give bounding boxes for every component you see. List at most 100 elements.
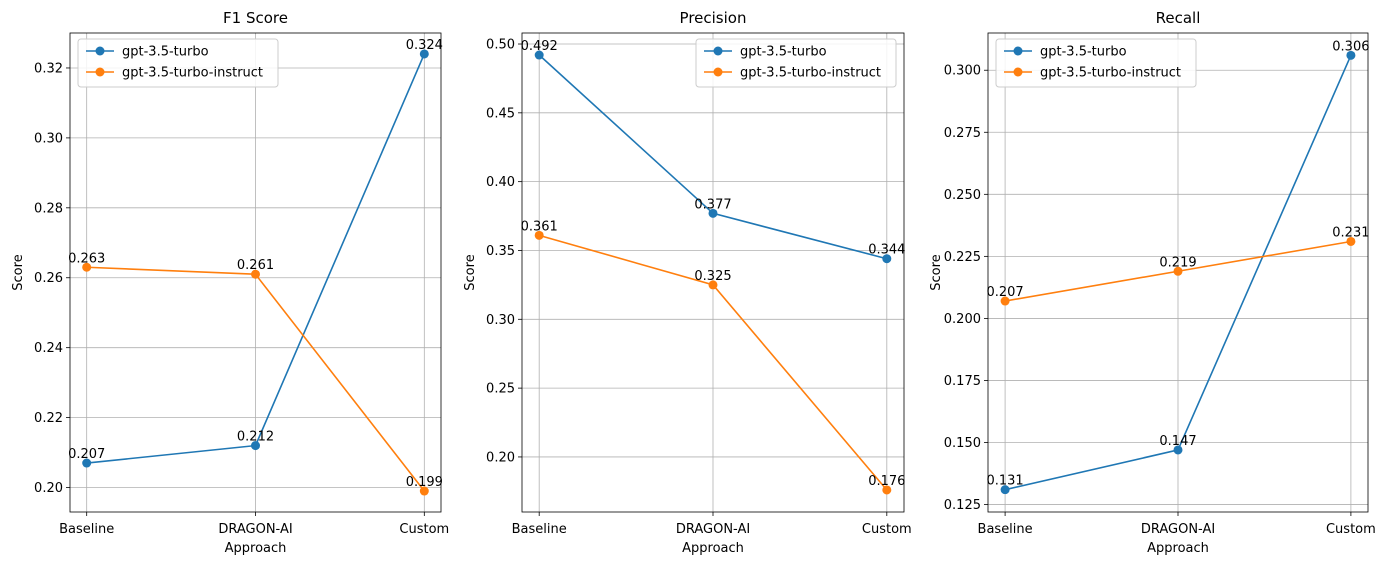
legend-marker <box>1013 46 1023 56</box>
axes-frame <box>987 32 1369 513</box>
y-tick-label: 0.225 <box>944 250 981 265</box>
x-tick-label: Baseline <box>512 522 567 537</box>
x-tick-label: DRAGON-AI <box>218 522 292 537</box>
legend: gpt-3.5-turbo gpt-3.5-turbo-instruct <box>995 38 1197 88</box>
y-tick-label: 0.150 <box>944 436 981 451</box>
y-tick-label: 0.175 <box>944 374 981 389</box>
legend-marker <box>713 67 723 77</box>
data-point <box>82 262 92 272</box>
legend-box <box>695 38 897 88</box>
data-label: 0.261 <box>237 258 274 273</box>
y-tick-label: 0.20 <box>34 481 63 496</box>
x-axis-label: Approach <box>225 541 287 556</box>
y-axis-label: Score <box>463 254 478 290</box>
y-tick-label: 0.50 <box>486 38 515 53</box>
legend-marker <box>95 46 105 56</box>
y-tick-label: 0.25 <box>486 382 515 397</box>
chart-title: Precision <box>680 9 747 27</box>
data-label: 0.219 <box>1159 255 1196 270</box>
legend-label: gpt-3.5-turbo <box>122 45 209 60</box>
data-label: 0.377 <box>694 197 731 212</box>
data-point <box>1346 50 1356 60</box>
data-label: 0.361 <box>521 219 558 234</box>
x-tick-label: Custom <box>399 522 449 537</box>
y-tick-label: 0.32 <box>34 61 63 76</box>
legend-box <box>77 38 279 88</box>
data-label: 0.492 <box>521 39 558 54</box>
data-label: 0.176 <box>868 474 905 489</box>
data-label: 0.231 <box>1332 225 1369 240</box>
data-point <box>882 254 892 264</box>
y-axis-label: Score <box>11 254 26 290</box>
legend-marker <box>713 46 723 56</box>
chart-title: Recall <box>1156 9 1201 27</box>
x-tick-label: Baseline <box>59 522 114 537</box>
data-label: 0.199 <box>406 475 443 490</box>
y-tick-label: 0.45 <box>486 106 515 121</box>
x-tick-label: DRAGON-AI <box>1141 522 1215 537</box>
data-point <box>251 269 260 279</box>
data-label: 0.263 <box>68 251 105 266</box>
y-tick-label: 0.40 <box>486 175 515 190</box>
legend-label: gpt-3.5-turbo <box>740 45 827 60</box>
data-label: 0.207 <box>986 285 1023 300</box>
data-point <box>1000 296 1010 306</box>
data-label: 0.306 <box>1332 39 1369 54</box>
data-point <box>419 486 429 496</box>
y-tick-label: 0.26 <box>34 271 63 286</box>
y-tick-label: 0.275 <box>944 126 981 141</box>
legend: gpt-3.5-turbo gpt-3.5-turbo-instruct <box>695 38 897 88</box>
y-tick-label: 0.35 <box>486 244 515 259</box>
data-point <box>882 485 892 495</box>
x-tick-label: DRAGON-AI <box>676 522 750 537</box>
y-tick-label: 0.28 <box>34 201 63 216</box>
legend-label: gpt-3.5-turbo-instruct <box>122 66 263 81</box>
legend-marker <box>95 67 105 77</box>
legend-marker <box>1013 67 1023 77</box>
data-point <box>1346 236 1356 246</box>
y-tick-label: 0.30 <box>486 313 515 328</box>
y-axis-label: Score <box>929 254 944 290</box>
data-label: 0.324 <box>406 38 443 53</box>
legend: gpt-3.5-turbo gpt-3.5-turbo-instruct <box>77 38 279 88</box>
chart-panel-2: 0.125 0.150 0.175 0.200 0.225 0.250 0.275 0.300… <box>929 9 1376 556</box>
data-point <box>708 280 718 290</box>
y-tick-label: 0.20 <box>486 450 515 465</box>
axes-frame <box>521 32 905 513</box>
y-tick-label: 0.24 <box>34 341 63 356</box>
y-tick-label: 0.250 <box>944 188 981 203</box>
data-point <box>708 208 718 218</box>
chart-panel-0: 0.20 0.22 0.24 0.26 0.28 0.30 0.32 Baseline DRAG… <box>11 9 449 556</box>
legend-box <box>995 38 1197 88</box>
y-tick-label: 0.22 <box>34 411 63 426</box>
data-label: 0.147 <box>1159 434 1196 449</box>
x-tick-label: Baseline <box>978 522 1033 537</box>
data-point <box>419 49 429 59</box>
data-label: 0.325 <box>694 269 731 284</box>
y-tick-label: 0.125 <box>944 498 981 513</box>
data-point <box>1173 266 1183 276</box>
y-tick-label: 0.30 <box>34 131 63 146</box>
x-axis-label: Approach <box>1147 541 1209 556</box>
data-label: 0.131 <box>986 474 1023 489</box>
data-label: 0.344 <box>868 243 905 258</box>
legend-label: gpt-3.5-turbo <box>1040 45 1127 60</box>
y-tick-label: 0.300 <box>944 64 981 79</box>
x-tick-label: Custom <box>862 522 912 537</box>
data-point <box>1173 445 1183 455</box>
chart-title: F1 Score <box>223 9 288 27</box>
legend-label: gpt-3.5-turbo-instruct <box>740 66 881 81</box>
data-label: 0.207 <box>68 447 105 462</box>
x-axis-label: Approach <box>682 541 744 556</box>
y-tick-label: 0.200 <box>944 312 981 327</box>
x-tick-label: Custom <box>1326 522 1376 537</box>
data-point <box>534 50 544 60</box>
chart-panel-1: 0.20 0.25 0.30 0.35 0.40 0.45 0.50 Baseline DRAG… <box>463 9 912 556</box>
axes-frame <box>69 32 442 513</box>
legend-label: gpt-3.5-turbo-instruct <box>1040 66 1181 81</box>
data-point <box>82 458 92 468</box>
data-point <box>251 441 260 451</box>
data-label: 0.212 <box>237 430 274 445</box>
data-point <box>1000 485 1010 495</box>
